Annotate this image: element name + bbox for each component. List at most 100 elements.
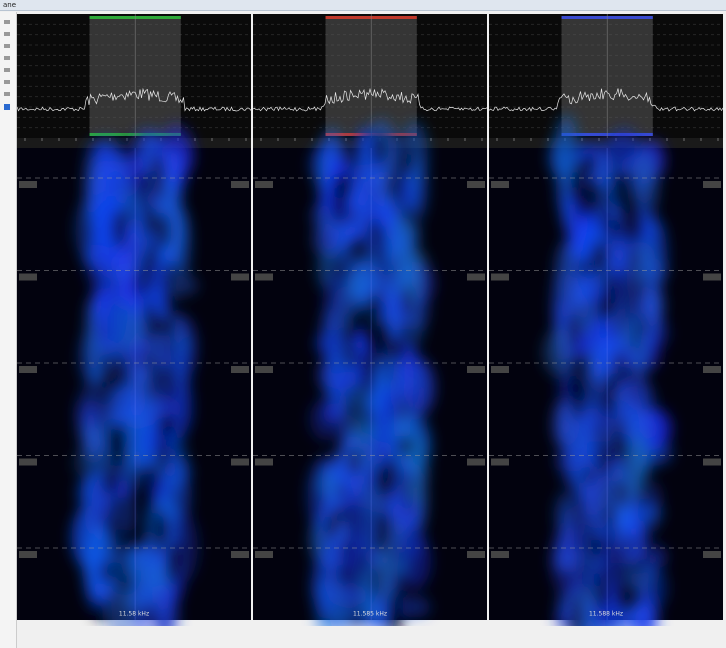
app-window: ane 11.58 kHz11.585 kHz11.588 kHz (0, 0, 726, 648)
signal-gap (586, 150, 598, 173)
signal-gap (618, 478, 628, 509)
time-label-bg (231, 181, 249, 188)
time-label-bg (703, 274, 721, 281)
title-bar: ane (0, 0, 726, 11)
signal-gap (112, 210, 126, 249)
signal-gap (595, 539, 605, 555)
time-label-bg (255, 181, 273, 188)
time-label-bg (19, 551, 37, 558)
signal-blob (555, 491, 576, 536)
signal-gap (591, 241, 607, 274)
signal-gap (144, 301, 157, 345)
time-label-bg (19, 459, 37, 466)
signal-gap (119, 445, 127, 469)
signal-gap (113, 352, 127, 388)
signal-gap (578, 260, 591, 278)
signal-gap (100, 559, 114, 584)
time-label-bg (255, 459, 273, 466)
signal-gap (116, 554, 127, 593)
signal-gap (577, 157, 587, 180)
signal-gap (630, 557, 641, 574)
signal-gap (347, 502, 355, 543)
bottom-label: 11.585 kHz (353, 611, 387, 618)
signal-gap (342, 169, 353, 200)
signal-gap (384, 461, 392, 507)
signal-gap (163, 361, 175, 404)
signal-gap (371, 561, 382, 600)
signal-gap (611, 153, 617, 192)
signal-gap (613, 350, 626, 390)
time-label-bg (491, 274, 509, 281)
toolbar (0, 12, 17, 648)
signal-gap (360, 349, 374, 395)
signal-gap (589, 514, 597, 559)
signal-gap (341, 327, 350, 343)
signal-blob (395, 516, 424, 559)
signal-blob (373, 171, 390, 212)
panel: 11.58 kHz (17, 14, 251, 626)
time-label-bg (467, 274, 485, 281)
signal-gap (347, 446, 360, 476)
signal-gap (596, 296, 607, 320)
signal-gap (399, 135, 406, 175)
signal-gap (392, 335, 406, 362)
time-label-bg (703, 181, 721, 188)
signal-gap (324, 514, 339, 538)
signal-gap (626, 365, 635, 384)
signal-blob (172, 209, 190, 278)
time-label-bg (703, 551, 721, 558)
signal-gap (166, 542, 181, 584)
signal-gap (404, 466, 411, 513)
time-label-bg (491, 366, 509, 373)
signal-gap (642, 531, 654, 567)
signal-gap (150, 261, 156, 294)
signal-blob (87, 245, 115, 292)
bottom-label: 11.58 kHz (119, 611, 149, 618)
signal-blob (314, 471, 338, 496)
signal-gap (636, 277, 643, 310)
signal-blob (560, 442, 579, 486)
signal-gap (372, 132, 386, 164)
signal-gap (350, 205, 357, 227)
time-label-bg (255, 274, 273, 281)
signal-gap (402, 285, 412, 319)
signal-gap (625, 536, 632, 556)
signal-gap (137, 171, 145, 201)
signal-gap (614, 434, 629, 463)
signal-gap (640, 314, 647, 336)
time-label-bg (491, 459, 509, 466)
signal-blob (639, 384, 655, 429)
signal-gap (94, 599, 107, 622)
signal-gap (582, 467, 593, 486)
time-label-bg (467, 366, 485, 373)
time-label-bg (491, 181, 509, 188)
signal-gap (142, 202, 155, 239)
signal-blob (310, 398, 342, 441)
time-label-bg (19, 274, 37, 281)
signal-gap (116, 529, 126, 548)
signal-gap (152, 154, 165, 201)
time-label-bg (703, 366, 721, 373)
time-label-bg (467, 551, 485, 558)
signal-blob (312, 552, 337, 619)
time-label-bg (467, 181, 485, 188)
signal-gap (397, 436, 413, 456)
signal-blob (77, 399, 103, 429)
signal-gap (387, 358, 394, 386)
time-label-bg (19, 366, 37, 373)
signal-gap (350, 303, 359, 347)
signal-gap (103, 468, 119, 496)
signal-gap (107, 423, 121, 451)
signal-gap (152, 510, 163, 555)
signal-gap (631, 586, 637, 603)
signal-gap (156, 212, 172, 250)
signal-blob (400, 596, 431, 617)
signal-gap (633, 323, 640, 356)
signal-gap (145, 349, 154, 370)
signal-gap (99, 353, 112, 397)
signal-gap (338, 562, 351, 584)
signal-gap (157, 436, 170, 472)
signal-gap (406, 148, 414, 178)
signal-gap (610, 218, 619, 239)
